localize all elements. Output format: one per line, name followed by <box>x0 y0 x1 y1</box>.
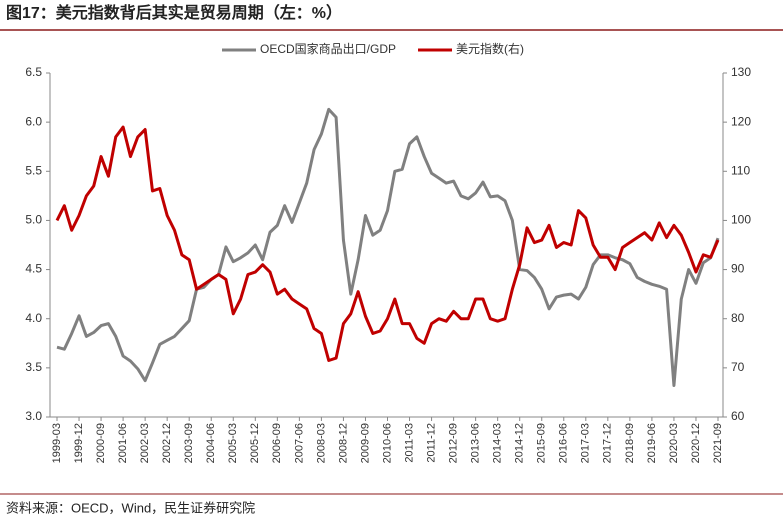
y-tick-label: 5.5 <box>25 163 42 177</box>
x-tick-label: 2006-09 <box>271 423 283 463</box>
y-tick-label: 4.5 <box>25 262 42 276</box>
x-tick-label: 2005-12 <box>249 423 261 463</box>
y2-tick-label: 80 <box>731 311 745 325</box>
legend-label: 美元指数(右) <box>456 41 524 56</box>
x-tick-label: 2011-03 <box>403 423 415 463</box>
source-note: 资料来源：OECD，Wind，民生证券研究院 <box>6 500 255 515</box>
y2-tick-label: 120 <box>731 114 751 128</box>
x-tick-label: 2007-06 <box>293 423 305 463</box>
series-line <box>55 125 720 362</box>
x-tick-label: 2020-03 <box>668 423 680 463</box>
y-tick-label: 5.0 <box>25 213 42 227</box>
x-tick-label: 2015-09 <box>536 423 548 463</box>
x-tick-label: 2005-03 <box>227 423 239 463</box>
x-tick-label: 2003-09 <box>183 423 195 463</box>
x-tick-label: 2018-09 <box>624 423 636 463</box>
y-tick-label: 6.5 <box>25 65 42 79</box>
x-tick-label: 2001-06 <box>117 423 129 463</box>
x-tick-label: 2002-12 <box>161 423 173 463</box>
x-tick-label: 2021-09 <box>712 423 724 463</box>
y-tick-label: 3.0 <box>25 409 42 423</box>
y2-tick-label: 100 <box>731 213 751 227</box>
x-tick-label: 2000-09 <box>95 423 107 463</box>
x-tick-label: 2010-06 <box>381 423 393 463</box>
y-tick-label: 3.5 <box>25 360 42 374</box>
legend-label: OECD国家商品出口/GDP <box>260 41 396 56</box>
x-tick-label: 2019-06 <box>646 423 658 463</box>
series-line <box>56 107 720 388</box>
x-tick-label: 2012-09 <box>448 423 460 463</box>
chart-title: 图17：美元指数背后其实是贸易周期（左：%） <box>6 3 342 22</box>
y-tick-label: 4.0 <box>25 311 42 325</box>
x-tick-label: 2004-06 <box>205 423 217 463</box>
x-tick-label: 1999-03 <box>51 423 63 463</box>
x-tick-label: 2017-03 <box>580 423 592 463</box>
x-tick-label: 2013-06 <box>470 423 482 463</box>
x-tick-label: 2009-09 <box>359 423 371 463</box>
x-tick-label: 1999-12 <box>73 423 85 463</box>
y2-tick-label: 130 <box>731 65 751 79</box>
x-tick-label: 2011-12 <box>425 423 437 463</box>
x-tick-label: 2014-03 <box>492 423 504 463</box>
x-tick-label: 2008-12 <box>337 423 349 463</box>
x-tick-label: 2017-12 <box>602 423 614 463</box>
y2-tick-label: 60 <box>731 409 745 423</box>
y2-tick-label: 90 <box>731 262 745 276</box>
y2-tick-label: 110 <box>731 163 750 177</box>
y-tick-label: 6.0 <box>25 114 42 128</box>
y2-tick-label: 70 <box>731 360 745 374</box>
x-tick-label: 2014-12 <box>514 423 526 463</box>
x-tick-label: 2008-03 <box>315 423 327 463</box>
x-tick-label: 2016-06 <box>558 423 570 463</box>
x-tick-label: 2002-03 <box>139 423 151 463</box>
x-tick-label: 2020-12 <box>690 423 702 463</box>
